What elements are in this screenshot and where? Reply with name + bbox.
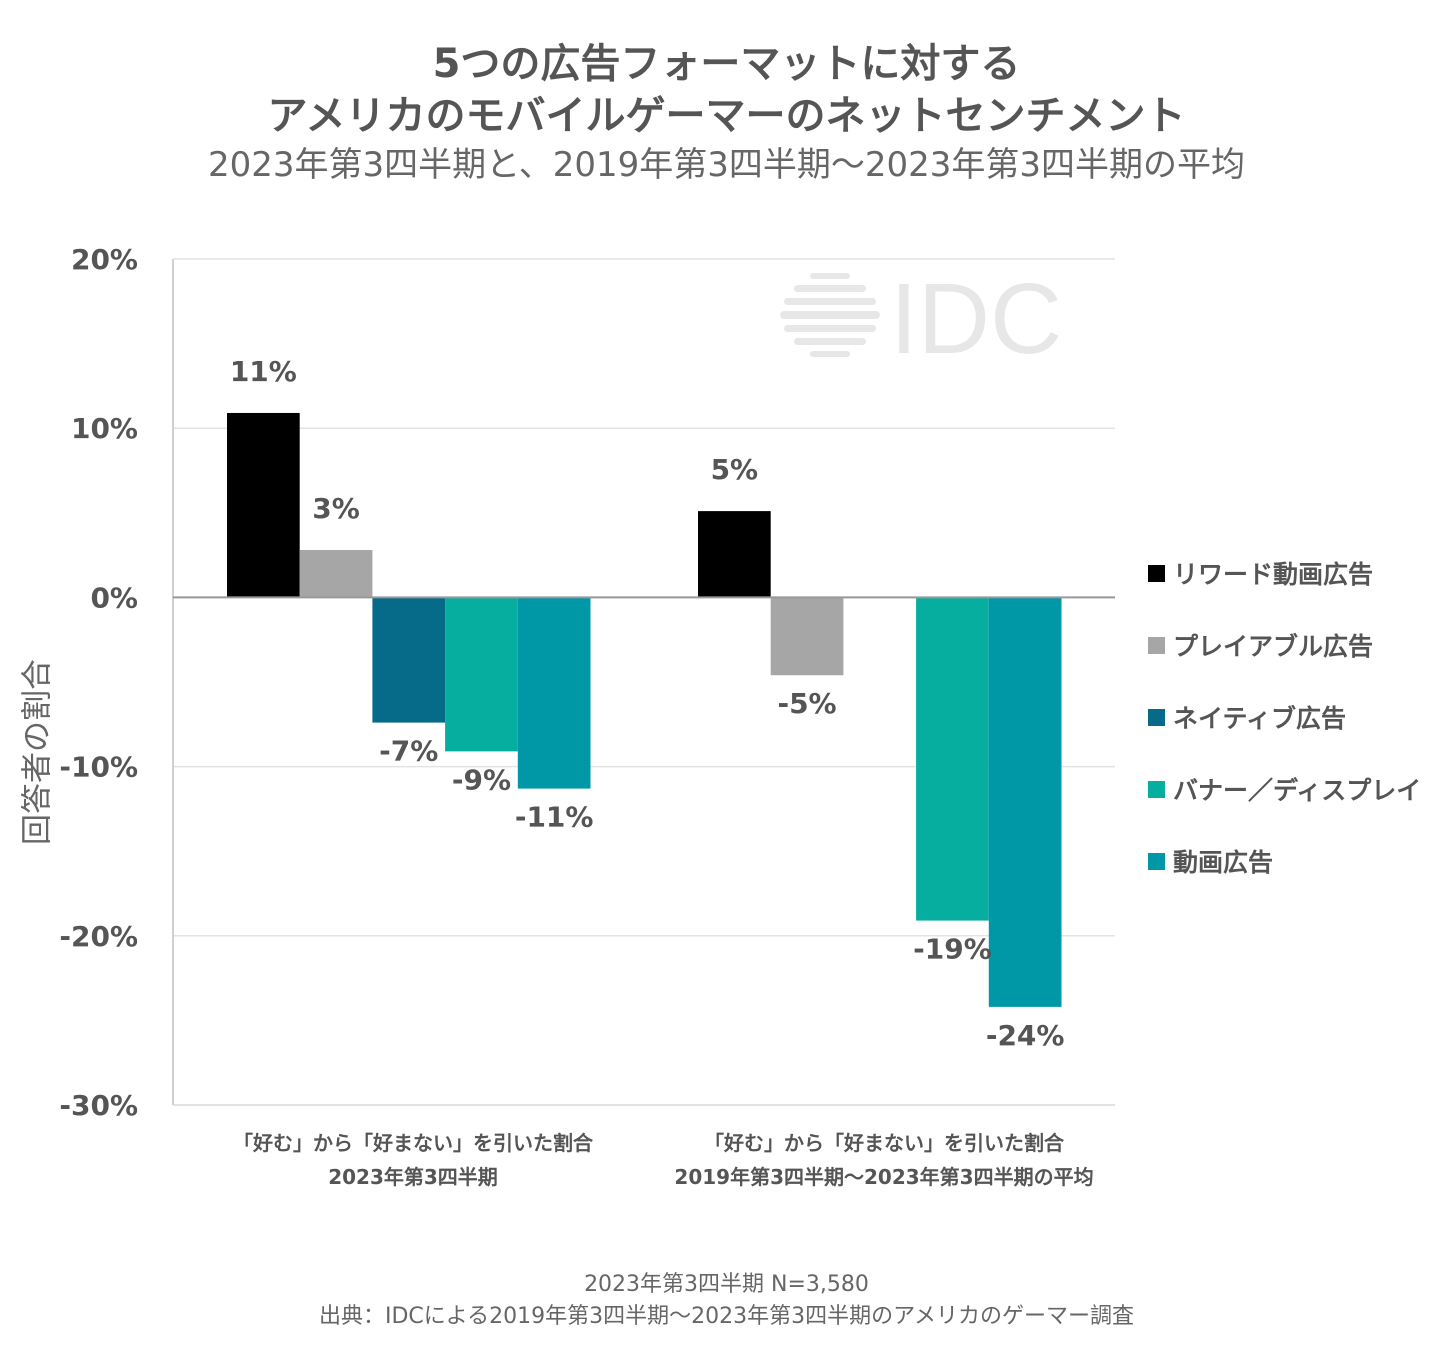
data-label: -5% [777, 687, 836, 720]
legend-item-rewarded-video[interactable]: リワード動画広告 [1148, 537, 1421, 609]
bar [299, 550, 373, 598]
data-label: -24% [986, 1019, 1065, 1052]
category-label-2-line1: 「好む」から「好まない」を引いた割合 [704, 1131, 1064, 1155]
legend-item-video[interactable]: 動画広告 [1148, 825, 1421, 897]
legend-swatch [1148, 852, 1165, 870]
legend-item-playable[interactable]: プレイアブル広告 [1148, 609, 1421, 681]
data-label: 3% [312, 492, 360, 525]
idc-watermark-logo: IDC [780, 265, 1062, 365]
footer-source: 出典：IDCによる2019年第3四半期～2023年第3四半期のアメリカのゲーマー… [318, 1304, 1134, 1329]
y-tick-label: 10% [71, 412, 138, 445]
legend-swatch [1148, 708, 1165, 726]
bar [770, 597, 844, 676]
bar [372, 597, 446, 723]
y-tick-label: 20% [71, 243, 138, 276]
data-label: -7% [379, 735, 438, 768]
legend-label: プレイアブル広告 [1173, 632, 1374, 661]
bar [916, 597, 989, 921]
y-tick-label: -30% [59, 1089, 138, 1122]
legend-swatch [1148, 636, 1165, 654]
data-label: -11% [515, 801, 594, 834]
y-tick-label: -10% [59, 751, 138, 784]
legend-swatch [1148, 780, 1165, 798]
legend-label: バナー／ディスプレイ [1173, 776, 1422, 805]
idc-watermark-text: IDC [890, 265, 1062, 365]
y-axis-label: 回答者の割合 [19, 659, 56, 845]
legend-item-native[interactable]: ネイティブ広告 [1148, 681, 1421, 753]
bar [227, 412, 300, 598]
category-label-1: 「好む」から「好まない」を引いた割合 2023年第3四半期 [133, 1128, 693, 1192]
data-label: -19% [913, 933, 992, 966]
category-label-1-line2: 2023年第3四半期 [328, 1165, 498, 1189]
data-label: -9% [452, 763, 511, 796]
footer-sample-note: 2023年第3四半期 N=3,580 [584, 1272, 869, 1297]
data-label: 5% [711, 453, 759, 486]
bar [988, 597, 1062, 1007]
category-label-1-line1: 「好む」から「好まない」を引いた割合 [233, 1131, 593, 1155]
y-tick-label: 0% [90, 581, 138, 614]
bar [517, 597, 591, 789]
legend-label: ネイティブ広告 [1173, 704, 1347, 733]
category-label-2: 「好む」から「好まない」を引いた割合 2019年第3四半期～2023年第3四半期… [604, 1128, 1164, 1192]
bar [445, 597, 518, 752]
chart-legend: リワード動画広告 プレイアブル広告 ネイティブ広告 バナー／ディスプレイ 動画広… [1148, 537, 1421, 897]
category-label-2-line2: 2019年第3四半期～2023年第3四半期の平均 [674, 1165, 1094, 1189]
legend-label: リワード動画広告 [1173, 560, 1374, 589]
legend-label: 動画広告 [1173, 848, 1274, 877]
data-label: 11% [230, 355, 297, 388]
chart-title-line1: 5つの広告フォーマットに対する [432, 41, 1021, 87]
legend-item-banner-display[interactable]: バナー／ディスプレイ [1148, 753, 1421, 825]
legend-swatch [1148, 564, 1165, 582]
bar [698, 511, 771, 598]
chart-title-line2: アメリカのモバイルゲーマーのネットセンチメント [267, 93, 1186, 139]
chart-subtitle: 2023年第3四半期と、2019年第3四半期～2023年第3四半期の平均 [207, 145, 1246, 185]
y-tick-label: -20% [59, 920, 138, 953]
